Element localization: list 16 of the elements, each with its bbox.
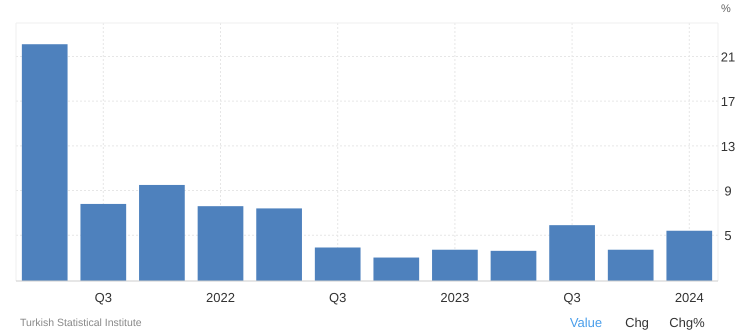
x-tick-label: Q3 [94,290,112,305]
text: Turkish Statistical Institute [20,317,142,329]
y-tick-label: 5 [724,228,732,244]
x-tick-label: 2023 [440,290,470,305]
y-tick-label: 13 [720,138,736,154]
x-tick-label: 2022 [206,290,235,305]
text: Chg% [669,315,706,330]
y-tick-label: 9 [724,184,732,199]
y-axis-title: % [721,3,731,15]
text: Value [570,315,602,330]
x-tick-label: 2024 [674,290,704,305]
y-tick-label: 21 [720,50,736,65]
x-tick-label: Q3 [563,290,581,305]
y-tick-label: 17 [720,94,736,110]
text: Chg [625,315,649,330]
x-tick-label: Q3 [329,290,346,305]
